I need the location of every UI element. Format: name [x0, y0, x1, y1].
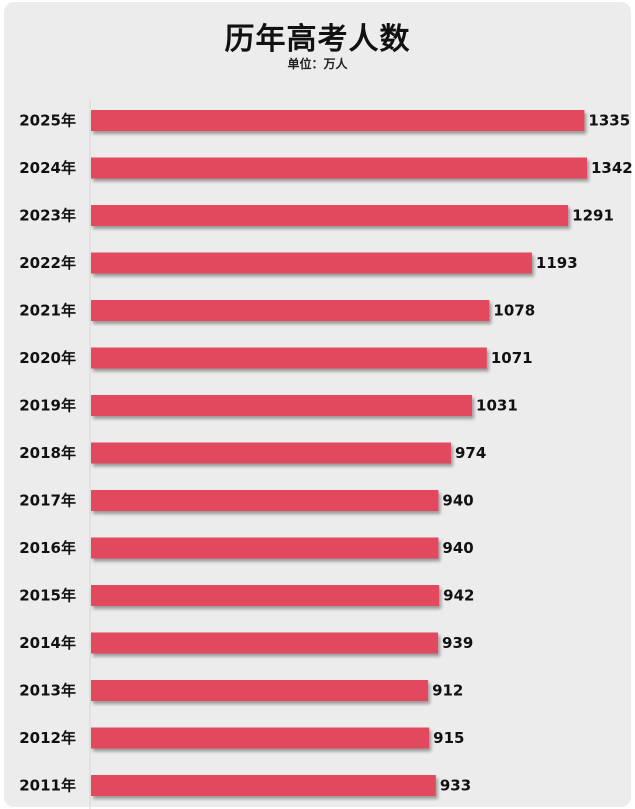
- bar-2022年: [91, 252, 532, 274]
- bar-2023年: [91, 205, 569, 226]
- value-label: 933: [440, 777, 471, 795]
- bar-2017年: [91, 490, 439, 511]
- bar-2011年: [91, 775, 436, 796]
- value-label: 1078: [493, 302, 535, 320]
- category-label: 2022年: [19, 254, 76, 272]
- category-label: 2021年: [19, 302, 76, 320]
- category-label: 2016年: [19, 539, 76, 557]
- category-label: 2018年: [19, 444, 76, 462]
- category-label: 2023年: [19, 207, 76, 225]
- bar-2024年: [91, 157, 587, 179]
- value-label: 940: [442, 492, 473, 510]
- value-label: 915: [433, 729, 464, 747]
- bar-2012年: [91, 727, 430, 749]
- category-label: 2014年: [19, 634, 76, 652]
- value-label: 1031: [476, 397, 518, 415]
- value-label: 942: [443, 587, 474, 605]
- value-label: 912: [432, 682, 463, 700]
- bar-2016年: [91, 537, 439, 559]
- value-label: 1335: [588, 112, 630, 130]
- value-label: 939: [442, 634, 473, 652]
- bar-2015年: [91, 585, 440, 606]
- category-label: 2020年: [19, 349, 76, 367]
- chart-title: 历年高考人数: [224, 22, 411, 57]
- value-label: 940: [442, 539, 473, 557]
- chart-subtitle: 单位：万人: [287, 57, 348, 71]
- bar-2021年: [91, 300, 490, 321]
- category-label: 2019年: [19, 397, 76, 415]
- category-label: 2015年: [19, 587, 76, 605]
- value-label: 1291: [572, 207, 614, 225]
- category-label: 2025年: [19, 112, 76, 130]
- bar-2013年: [91, 680, 429, 701]
- value-label: 1342: [591, 159, 633, 177]
- category-label: 2011年: [19, 777, 76, 795]
- value-label: 1193: [536, 254, 578, 272]
- value-label: 974: [455, 444, 486, 462]
- bar-2020年: [91, 347, 487, 369]
- bar-2025年: [91, 110, 585, 131]
- category-label: 2017年: [19, 492, 76, 510]
- category-label: 2012年: [19, 729, 76, 747]
- bar-2019年: [91, 395, 473, 416]
- value-label: 1071: [491, 349, 533, 367]
- category-label: 2013年: [19, 682, 76, 700]
- category-label: 2024年: [19, 159, 76, 177]
- bar-2018年: [91, 442, 451, 464]
- bar-2014年: [91, 632, 439, 654]
